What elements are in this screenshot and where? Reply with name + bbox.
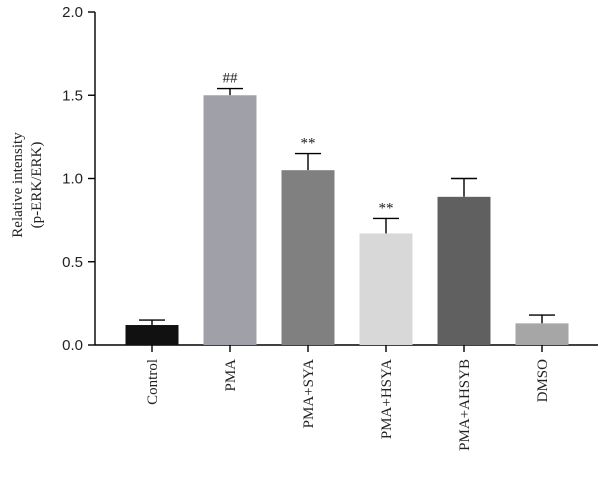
y-axis-title: Relative intensity (p-ERK/ERK): [10, 132, 45, 238]
y-tick-label: 0.0: [62, 337, 83, 354]
bar: [203, 95, 257, 345]
y-tick-label: 2.0: [62, 4, 83, 21]
x-tick-label: PMA+SYA: [301, 359, 317, 428]
significance-label: **: [379, 200, 394, 216]
significance-label: ##: [223, 71, 239, 87]
x-tick-label: Control: [145, 359, 161, 405]
plot-area: 0.0 0.5 1.0 1.5 2.0 Control PMA ## PMA+SYA ** PMA+…: [62, 4, 598, 451]
y-axis-title-line-1: Relative intensity: [10, 132, 26, 238]
x-tick-label: PMA+AHSYB: [457, 359, 473, 451]
y-axis-title-line-2: (p-ERK/ERK): [29, 142, 45, 229]
bar: [359, 233, 413, 345]
bar: [437, 196, 491, 345]
y-tick-label: 1.5: [62, 87, 83, 104]
bar: [515, 323, 569, 345]
bar: [125, 325, 179, 345]
bar: [281, 170, 335, 345]
x-tick-label: PMA: [223, 359, 239, 392]
y-tick-label: 1.0: [62, 171, 83, 188]
x-tick-label: DMSO: [535, 359, 551, 403]
significance-label: **: [301, 136, 316, 152]
y-tick-label: 0.5: [62, 254, 83, 271]
x-tick-label: PMA+HSYA: [379, 359, 395, 439]
